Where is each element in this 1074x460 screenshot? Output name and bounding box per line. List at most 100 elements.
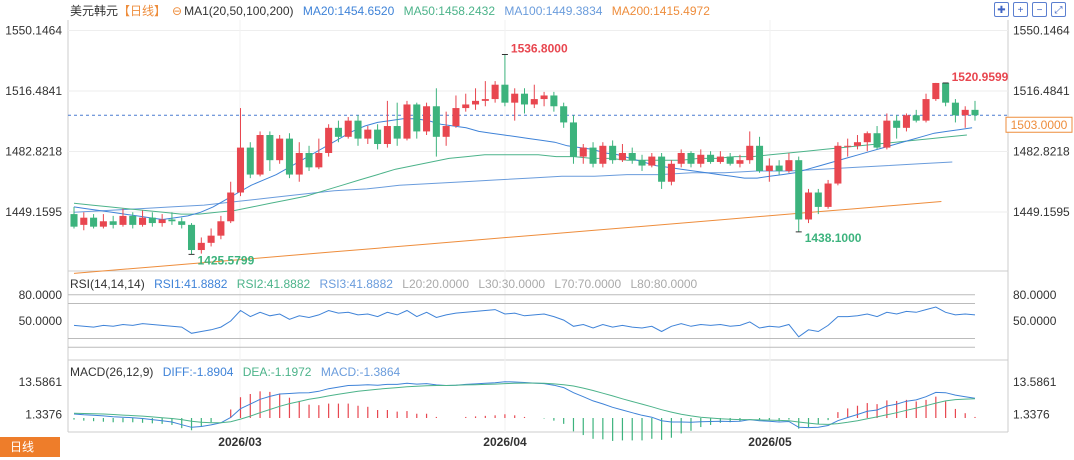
macd-legend: MACD(26,12,9) DIFF:-1.8904 DEA:-1.1972 M… — [70, 364, 406, 380]
candle-body — [716, 156, 724, 162]
candle-body — [285, 138, 293, 175]
candle-body — [246, 147, 254, 175]
rsi-tick-left: 50.0000 — [19, 314, 63, 328]
diff-value: DIFF:-1.8904 — [162, 365, 234, 379]
settings-icon[interactable]: ⊖ — [172, 4, 183, 18]
price-tick-left: 1482.8218 — [5, 145, 62, 159]
macd-label: MACD(26,12,9) — [70, 365, 154, 379]
rsi2-value: RSI2:41.8882 — [236, 277, 311, 291]
candle-body — [334, 127, 342, 137]
price-tick-left: 1516.4841 — [5, 84, 62, 98]
fullscreen-icon[interactable]: ⤢ — [1051, 2, 1066, 17]
candle-body — [393, 126, 401, 139]
candle-body — [178, 221, 186, 225]
macd-panel — [73, 381, 976, 441]
candle-body — [638, 160, 646, 166]
period-label[interactable]: 【日线】 — [118, 4, 167, 18]
price-annotation: 1438.1000 — [805, 231, 862, 245]
candle-body — [804, 192, 813, 220]
candle-body — [119, 215, 127, 225]
candle-body — [423, 106, 431, 132]
price-tick-right: 1449.1595 — [1013, 205, 1070, 219]
price-annotation: 1520.9599 — [952, 70, 1009, 84]
candle-body — [912, 115, 920, 121]
rsi-panel — [68, 294, 976, 348]
price-tick-right: 1482.8218 — [1013, 145, 1070, 159]
zoom-in-icon[interactable]: + — [1013, 2, 1028, 17]
candle-body — [452, 108, 460, 127]
moving-average-lines — [73, 118, 973, 274]
rsi-tick-right: 50.0000 — [1013, 314, 1057, 328]
candle-body — [893, 120, 901, 128]
date-tick-label: 2026/03 — [218, 435, 262, 449]
dea-line — [73, 382, 976, 425]
period-tab[interactable]: 日线 — [0, 437, 60, 457]
candle-body — [853, 142, 862, 146]
candle-body — [491, 84, 499, 100]
candle-body — [462, 104, 470, 109]
candle-body — [344, 120, 352, 137]
candle-body — [550, 95, 558, 107]
candle-body — [844, 145, 852, 147]
candle-body — [70, 214, 78, 227]
candle-body — [922, 99, 930, 121]
rsi1-value: RSI1:41.8882 — [154, 277, 228, 291]
candle-body — [413, 104, 421, 132]
candle-body — [628, 152, 636, 161]
candle-body — [824, 183, 832, 207]
candle-body — [99, 221, 107, 227]
candle-body — [315, 152, 323, 168]
price-annotations: 1536.8000 1425.5799 1520.9599 1438.1000 — [188, 42, 1009, 267]
ma200-value: MA200:1415.4972 — [611, 4, 710, 18]
l80-value: L80:80.0000 — [630, 277, 698, 291]
candle-body — [785, 160, 793, 171]
main-legend: 美元韩元【日线】 ⊖ MA1(20,50,100,200) MA20:1454.65… — [70, 3, 716, 19]
ma50-line — [73, 134, 967, 215]
candle-body — [236, 147, 245, 193]
price-annotation: 1425.5799 — [198, 253, 255, 267]
candle-body — [951, 102, 959, 116]
candle-body — [305, 152, 313, 168]
date-tick-label: 2026/05 — [748, 435, 792, 449]
candle-body — [697, 154, 705, 164]
candle-body — [677, 152, 685, 164]
macd-tick-right: 13.5861 — [1013, 375, 1057, 389]
candle-body — [197, 242, 205, 251]
candle-body — [129, 215, 137, 225]
candle-body — [609, 145, 617, 161]
candle-body — [442, 126, 450, 137]
candle-body — [109, 221, 117, 225]
candle-body — [589, 147, 597, 164]
candle-body — [863, 133, 871, 143]
price-tick-left: 1449.1595 — [5, 205, 62, 219]
candle-body — [295, 152, 303, 175]
candle-body — [648, 156, 656, 166]
rsi-legend: RSI(14,14,14) RSI1:41.8882 RSI2:41.8882 … — [70, 276, 703, 292]
date-tick-label: 2026/04 — [483, 435, 527, 449]
candle-body — [765, 165, 773, 171]
rsi3-value: RSI3:41.8882 — [319, 277, 393, 291]
current-price-box — [1005, 116, 1073, 133]
zoom-out-icon[interactable]: − — [1032, 2, 1047, 17]
candle-body — [80, 217, 88, 225]
candle-body — [266, 135, 274, 161]
rsi-label: RSI(14,14,14) — [70, 277, 145, 291]
candle-body — [432, 106, 440, 137]
price-tick-left: 1550.1464 — [5, 24, 62, 38]
candle-body — [658, 156, 666, 182]
candle-body — [971, 109, 979, 116]
candle-body — [364, 129, 372, 139]
dea-value: DEA:-1.1972 — [242, 365, 312, 379]
candle-body — [383, 126, 391, 144]
candle-body — [90, 217, 98, 227]
symbol-name: 美元韩元 — [70, 4, 119, 18]
candle-body — [139, 217, 147, 225]
candle-body — [148, 217, 156, 224]
candle-body — [560, 106, 568, 123]
crosshair-icon[interactable]: ✚ — [994, 2, 1009, 17]
ma20-value: MA20:1454.6520 — [302, 4, 395, 18]
ma50-value: MA50:1458.2432 — [403, 4, 495, 18]
candle-body — [814, 192, 822, 207]
candle-body — [579, 147, 587, 157]
